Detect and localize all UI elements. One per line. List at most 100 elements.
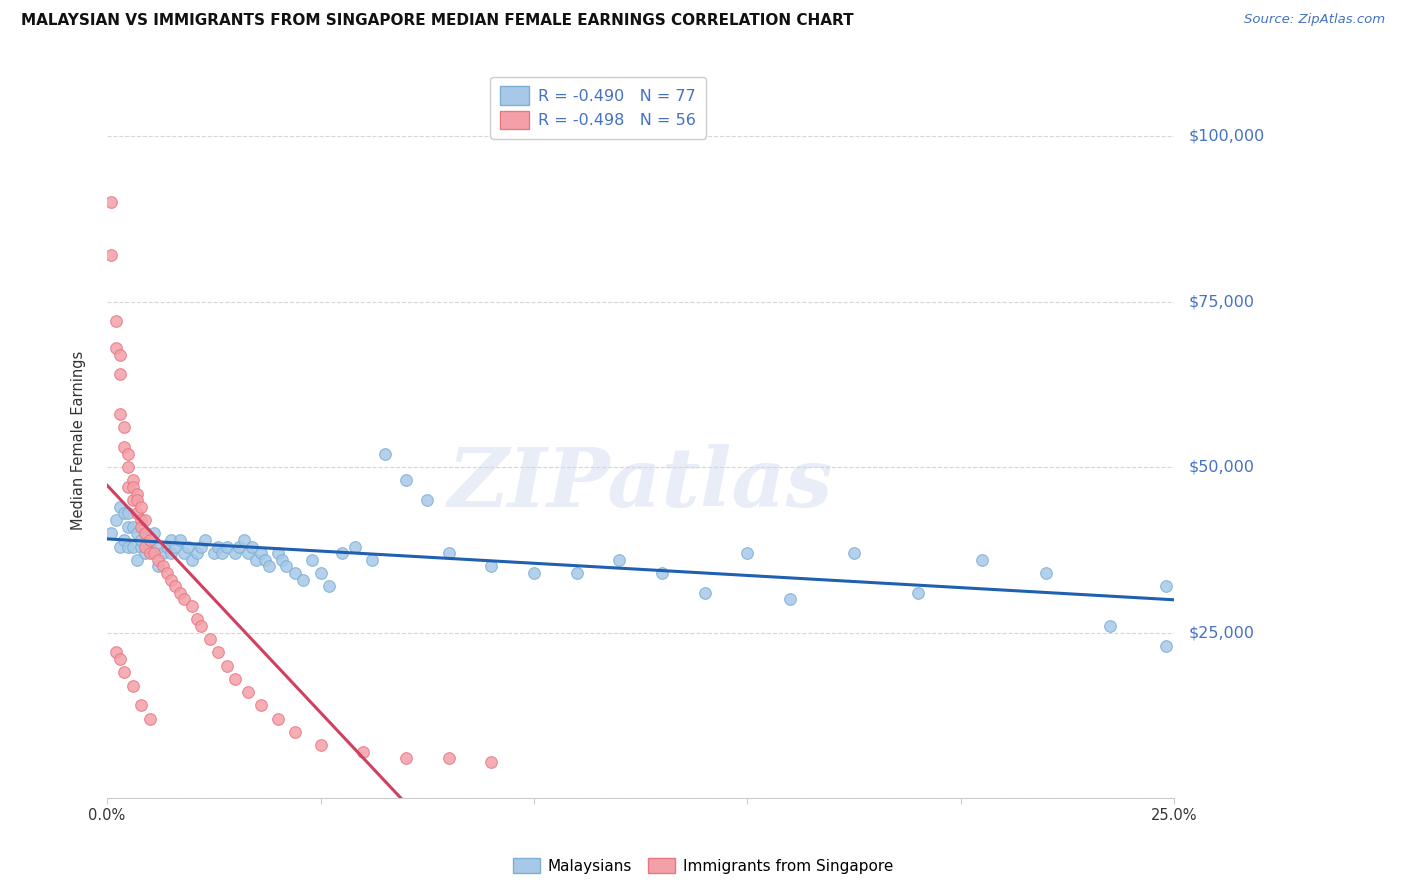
Point: [125, 493, 148, 508]
Point: [129, 500, 152, 514]
Point: [211, 546, 233, 560]
Point: [165, 579, 187, 593]
Point: [245, 553, 267, 567]
Point: [249, 546, 271, 560]
Point: [125, 507, 148, 521]
Point: [139, 712, 162, 726]
Point: [565, 566, 588, 580]
Point: [112, 665, 135, 680]
Point: [129, 698, 152, 713]
Point: [309, 738, 332, 752]
Point: [125, 526, 148, 541]
Point: [173, 592, 195, 607]
Point: [112, 420, 135, 434]
Point: [181, 599, 204, 613]
Point: [395, 751, 418, 765]
Point: [249, 698, 271, 713]
Point: [301, 553, 323, 567]
Point: [1154, 639, 1177, 653]
Point: [139, 546, 162, 560]
Point: [330, 546, 353, 560]
Point: [121, 493, 143, 508]
Point: [134, 526, 156, 541]
Legend: R = -0.490   N = 77, R = -0.498   N = 56: R = -0.490 N = 77, R = -0.498 N = 56: [491, 77, 706, 138]
Text: Source: ZipAtlas.com: Source: ZipAtlas.com: [1244, 13, 1385, 27]
Point: [100, 526, 122, 541]
Point: [169, 586, 191, 600]
Point: [121, 540, 143, 554]
Point: [117, 507, 139, 521]
Point: [165, 540, 187, 554]
Point: [121, 679, 143, 693]
Point: [416, 493, 439, 508]
Point: [177, 540, 200, 554]
Point: [253, 553, 276, 567]
Point: [125, 486, 148, 500]
Point: [160, 573, 183, 587]
Point: [374, 447, 396, 461]
Point: [129, 533, 152, 547]
Point: [117, 447, 139, 461]
Point: [160, 533, 183, 547]
Point: [108, 540, 131, 554]
Point: [267, 546, 290, 560]
Text: $100,000: $100,000: [1188, 128, 1264, 144]
Point: [121, 519, 143, 533]
Point: [104, 645, 127, 659]
Point: [232, 533, 254, 547]
Point: [117, 540, 139, 554]
Point: [236, 685, 259, 699]
Point: [108, 500, 131, 514]
Point: [194, 533, 217, 547]
Point: [139, 533, 162, 547]
Point: [112, 507, 135, 521]
Point: [737, 546, 759, 560]
Point: [112, 533, 135, 547]
Point: [236, 546, 259, 560]
Point: [134, 546, 156, 560]
Point: [198, 632, 221, 647]
Point: [228, 540, 250, 554]
Point: [437, 546, 460, 560]
Point: [523, 566, 546, 580]
Point: [1035, 566, 1057, 580]
Point: [108, 652, 131, 666]
Point: [100, 248, 122, 262]
Point: [186, 612, 208, 626]
Point: [129, 540, 152, 554]
Point: [160, 546, 183, 560]
Text: $25,000: $25,000: [1188, 625, 1254, 640]
Point: [318, 579, 340, 593]
Point: [267, 712, 290, 726]
Point: [173, 546, 195, 560]
Legend: Malaysians, Immigrants from Singapore: Malaysians, Immigrants from Singapore: [506, 852, 900, 880]
Point: [190, 619, 212, 633]
Point: [100, 195, 122, 210]
Point: [479, 755, 502, 769]
Point: [207, 540, 229, 554]
Point: [104, 341, 127, 355]
Point: [108, 368, 131, 382]
Point: [1099, 619, 1122, 633]
Point: [693, 586, 716, 600]
Point: [395, 474, 418, 488]
Point: [271, 553, 294, 567]
Point: [121, 474, 143, 488]
Point: [609, 553, 631, 567]
Point: [360, 553, 382, 567]
Point: [437, 751, 460, 765]
Point: [215, 658, 238, 673]
Point: [156, 540, 179, 554]
Text: $50,000: $50,000: [1188, 459, 1254, 475]
Point: [104, 513, 127, 527]
Point: [108, 407, 131, 421]
Point: [309, 566, 332, 580]
Point: [143, 546, 166, 560]
Point: [169, 533, 191, 547]
Point: [224, 672, 246, 686]
Point: [104, 314, 127, 328]
Text: MALAYSIAN VS IMMIGRANTS FROM SINGAPORE MEDIAN FEMALE EARNINGS CORRELATION CHART: MALAYSIAN VS IMMIGRANTS FROM SINGAPORE M…: [21, 13, 853, 29]
Point: [779, 592, 801, 607]
Point: [148, 540, 170, 554]
Point: [276, 559, 298, 574]
